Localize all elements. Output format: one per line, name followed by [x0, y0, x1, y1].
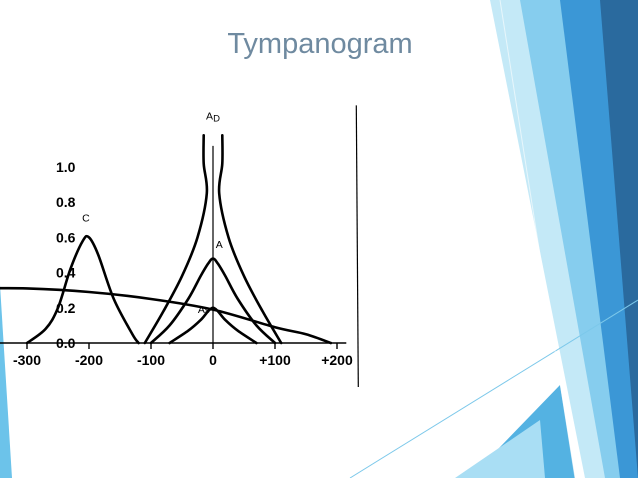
curve-b-0 — [0, 286, 333, 345]
decor-panel-dark — [600, 0, 638, 478]
x-tick-label: +200 — [321, 352, 353, 368]
y-tick-label: 1.0 — [56, 159, 76, 175]
curve-label-a: A — [216, 239, 223, 251]
chart-labels: ADCAAsB — [82, 110, 223, 316]
y-tick-label: 0.8 — [56, 194, 76, 210]
curve-as-2 — [168, 306, 258, 345]
x-tick-label: 0 — [209, 352, 217, 368]
y-tick-label: 0.4 — [56, 265, 76, 281]
curve-c-1 — [25, 234, 140, 345]
decor-wedge-bottom-light — [455, 420, 545, 478]
curve-ad-4 — [143, 134, 209, 345]
x-tick-label: -100 — [137, 352, 165, 368]
curve-label-c: C — [82, 213, 90, 225]
right-border-line — [355, 105, 359, 388]
y-tick-label: 0.6 — [56, 229, 76, 245]
decor-diagonal-line — [349, 299, 638, 478]
decor-diagonal-line-2 — [499, 0, 576, 478]
chart-axes: 0.0 0.2 0.4 0.6 0.8 1.0 -300 -200 -100 0 +100 +200 — [0, 105, 359, 388]
x-tick-label: +100 — [259, 352, 291, 368]
curve-label-ad: AD — [206, 110, 220, 124]
curve-a-3 — [149, 257, 277, 345]
decor-left-strip — [0, 285, 12, 478]
y-tick-label: 0.0 — [56, 335, 76, 351]
y-tick-label: 0.2 — [56, 300, 76, 316]
curve-label-as: As — [198, 304, 210, 316]
curve-ad-5 — [217, 134, 283, 345]
x-tick-label: -200 — [75, 352, 103, 368]
slide-title: Tympanogram — [227, 28, 413, 60]
chart-curves — [0, 134, 333, 345]
x-tick-label: -300 — [13, 352, 41, 368]
